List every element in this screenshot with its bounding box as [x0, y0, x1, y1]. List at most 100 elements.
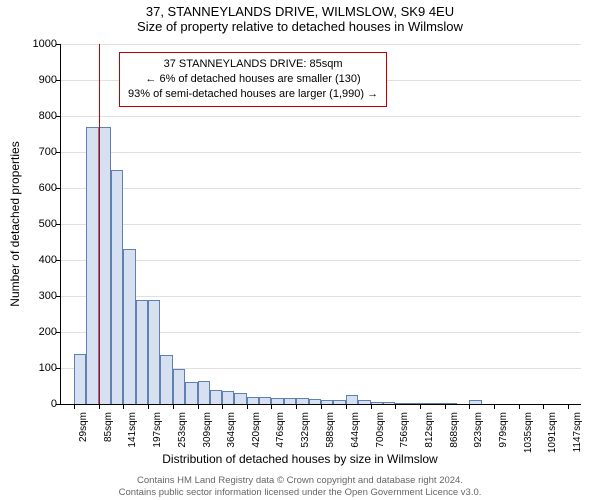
histogram-bar — [210, 390, 222, 404]
x-tick-label: 476sqm — [275, 412, 286, 448]
x-tick-label: 141sqm — [127, 412, 138, 448]
x-tick-mark — [247, 404, 248, 409]
chart-container: 37, STANNEYLANDS DRIVE, WILMSLOW, SK9 4E… — [0, 0, 600, 500]
plot-area: 0100200300400500600700800900100029sqm85s… — [60, 44, 580, 404]
histogram-bar — [259, 397, 271, 404]
y-tick-label: 500 — [17, 218, 57, 230]
info-box-line: 37 STANNEYLANDS DRIVE: 85sqm — [128, 57, 378, 72]
reference-line — [99, 44, 100, 404]
footer-line-2: Contains public sector information licen… — [0, 487, 600, 499]
x-tick-mark — [395, 404, 396, 409]
y-tick-label: 200 — [17, 326, 57, 338]
histogram-bar — [333, 400, 345, 404]
x-tick-label: 1091sqm — [547, 412, 558, 453]
info-box-line: 93% of semi-detached houses are larger (… — [128, 87, 378, 102]
x-tick-label: 85sqm — [103, 412, 114, 442]
info-box: 37 STANNEYLANDS DRIVE: 85sqm← 6% of deta… — [119, 52, 387, 107]
histogram-bar — [346, 395, 358, 404]
x-tick-mark — [543, 404, 544, 409]
x-tick-mark — [371, 404, 372, 409]
x-axis-label: Distribution of detached houses by size … — [0, 452, 600, 466]
x-tick-mark — [296, 404, 297, 409]
histogram-bar — [371, 402, 383, 404]
histogram-bar — [185, 382, 197, 404]
histogram-bar — [111, 170, 123, 404]
x-tick-mark — [420, 404, 421, 409]
x-tick-mark — [445, 404, 446, 409]
y-tick-label: 800 — [17, 110, 57, 122]
histogram-bar — [198, 381, 210, 404]
histogram-bar — [148, 300, 160, 404]
x-tick-label: 364sqm — [226, 412, 237, 448]
histogram-bar — [284, 398, 296, 404]
y-tick-label: 400 — [17, 254, 57, 266]
x-tick-label: 420sqm — [251, 412, 262, 448]
histogram-bar — [321, 400, 333, 404]
x-tick-label: 868sqm — [449, 412, 460, 448]
info-box-line: ← 6% of detached houses are smaller (130… — [128, 72, 378, 87]
histogram-bar — [395, 403, 407, 404]
histogram-bar — [271, 398, 283, 404]
histogram-bar — [234, 393, 246, 404]
gridline-h — [61, 152, 581, 153]
histogram-bar — [445, 403, 457, 404]
histogram-bar — [222, 391, 234, 404]
page-title: 37, STANNEYLANDS DRIVE, WILMSLOW, SK9 4E… — [0, 0, 600, 19]
gridline-h — [61, 260, 581, 261]
y-tick-label: 0 — [17, 398, 57, 410]
histogram-bar — [74, 354, 86, 404]
y-tick-label: 600 — [17, 182, 57, 194]
x-tick-mark — [519, 404, 520, 409]
histogram-bar — [420, 403, 432, 404]
x-tick-label: 1035sqm — [523, 412, 534, 453]
y-tick-label: 900 — [17, 74, 57, 86]
x-tick-label: 700sqm — [375, 412, 386, 448]
x-tick-mark — [74, 404, 75, 409]
y-tick-label: 700 — [17, 146, 57, 158]
histogram-bar — [309, 399, 321, 404]
x-tick-mark — [271, 404, 272, 409]
x-tick-mark — [346, 404, 347, 409]
x-tick-label: 756sqm — [399, 412, 410, 448]
x-tick-label: 923sqm — [473, 412, 484, 448]
histogram-bar — [383, 402, 395, 404]
x-tick-mark — [99, 404, 100, 409]
x-tick-mark — [568, 404, 569, 409]
gridline-h — [61, 44, 581, 45]
histogram-bar — [136, 300, 148, 404]
plot: 0100200300400500600700800900100029sqm85s… — [60, 44, 581, 405]
histogram-bar — [86, 127, 98, 404]
chart-subtitle: Size of property relative to detached ho… — [0, 19, 600, 36]
x-tick-label: 532sqm — [300, 412, 311, 448]
x-tick-mark — [173, 404, 174, 409]
histogram-bar — [296, 398, 308, 404]
x-tick-label: 29sqm — [78, 412, 89, 442]
histogram-bar — [123, 249, 135, 404]
x-tick-label: 812sqm — [424, 412, 435, 448]
y-tick-label: 100 — [17, 362, 57, 374]
gridline-h — [61, 116, 581, 117]
x-tick-label: 588sqm — [325, 412, 336, 448]
x-tick-label: 979sqm — [498, 412, 509, 448]
histogram-bar — [247, 397, 259, 404]
x-tick-mark — [198, 404, 199, 409]
y-tick-label: 1000 — [17, 38, 57, 50]
histogram-bar — [469, 400, 481, 404]
x-tick-mark — [148, 404, 149, 409]
histogram-bar — [432, 403, 444, 404]
x-tick-label: 309sqm — [202, 412, 213, 448]
x-tick-mark — [469, 404, 470, 409]
footer-line-1: Contains HM Land Registry data © Crown c… — [0, 475, 600, 487]
x-tick-mark — [494, 404, 495, 409]
gridline-h — [61, 188, 581, 189]
x-tick-label: 644sqm — [350, 412, 361, 448]
histogram-bar — [160, 355, 172, 404]
x-tick-label: 1147sqm — [572, 412, 583, 452]
x-tick-mark — [222, 404, 223, 409]
histogram-bar — [358, 400, 370, 404]
histogram-bar — [99, 127, 111, 404]
x-tick-mark — [321, 404, 322, 409]
x-tick-label: 253sqm — [177, 412, 188, 448]
gridline-h — [61, 224, 581, 225]
gridline-h — [61, 296, 581, 297]
